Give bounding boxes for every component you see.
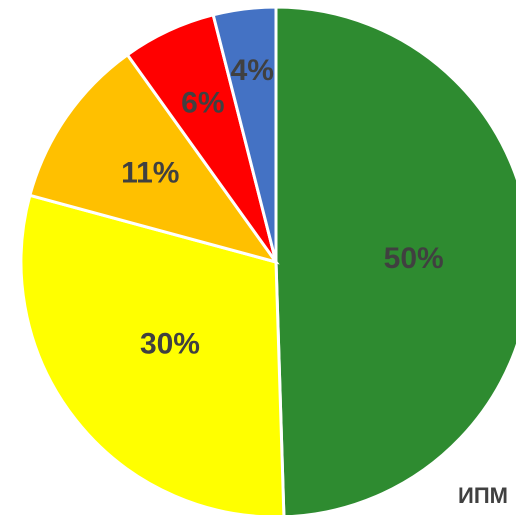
pie-slice xyxy=(19,193,286,515)
annotation: ИПМ xyxy=(458,483,508,508)
data-label: 6% xyxy=(181,87,224,120)
data-label: 4% xyxy=(231,54,274,87)
pie-slice xyxy=(274,5,516,515)
data-label: 30% xyxy=(140,328,200,361)
slices xyxy=(19,5,516,515)
pie-slice xyxy=(211,5,278,263)
pie-slice xyxy=(28,52,280,265)
data-label: 11% xyxy=(121,157,179,190)
data-label: 50% xyxy=(384,242,444,275)
